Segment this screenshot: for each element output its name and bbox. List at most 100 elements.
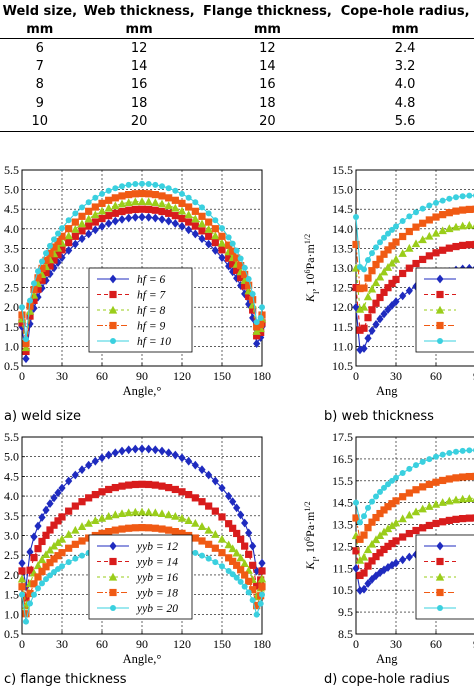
chart-a: hf = 6 hf = 7 hf = 8 hf = 9 hf = 10 0 30 60 90 12… <box>4 163 271 398</box>
data-point <box>211 225 219 233</box>
data-point <box>58 549 66 557</box>
data-point <box>18 567 26 575</box>
data-point <box>91 456 99 466</box>
plot-area-d <box>351 436 474 635</box>
data-point <box>105 187 112 194</box>
data-point <box>30 296 38 304</box>
data-point <box>171 203 180 212</box>
data-point <box>137 507 147 516</box>
data-point <box>218 253 226 263</box>
data-point <box>17 574 27 583</box>
data-point <box>79 552 85 559</box>
data-point <box>257 574 267 583</box>
data-point <box>368 326 376 336</box>
data-point <box>171 511 180 520</box>
data-point <box>58 513 66 521</box>
data-point <box>465 494 474 503</box>
data-point <box>191 207 199 215</box>
data-point <box>78 465 86 475</box>
data-point <box>158 482 166 490</box>
data-point <box>91 210 100 219</box>
data-point <box>384 284 392 292</box>
data-point <box>439 197 446 204</box>
data-point <box>465 472 473 481</box>
data-point <box>359 552 369 561</box>
data-point <box>111 483 119 492</box>
data-point <box>50 256 58 264</box>
data-point <box>356 284 364 293</box>
data-point <box>445 496 454 505</box>
data-point <box>22 610 30 618</box>
data-point <box>23 618 29 625</box>
series-3 <box>351 494 474 564</box>
y-tick-label: 10.5 <box>332 359 353 373</box>
data-point <box>19 591 25 598</box>
data-point <box>446 195 453 202</box>
data-point <box>388 242 396 250</box>
data-point <box>50 493 58 503</box>
data-point <box>199 552 205 559</box>
data-point <box>72 555 79 562</box>
data-point <box>361 513 367 520</box>
data-point <box>99 190 105 197</box>
data-point <box>138 524 146 532</box>
table-cell: 3.2 <box>394 59 416 75</box>
data-point <box>46 249 54 257</box>
data-point <box>360 569 368 577</box>
data-point <box>245 577 253 585</box>
data-point <box>453 194 459 201</box>
data-point <box>392 537 400 545</box>
data-point <box>245 281 253 289</box>
caption-d: d) cope-hole radius <box>324 672 450 687</box>
data-point <box>360 284 368 292</box>
data-point <box>379 527 389 536</box>
data-point <box>372 320 380 329</box>
data-point <box>144 507 153 516</box>
data-point <box>26 566 34 574</box>
data-point <box>241 264 248 271</box>
data-point <box>411 507 421 516</box>
data-point <box>109 541 117 551</box>
data-point <box>257 320 265 329</box>
header-unit: mm <box>198 20 337 39</box>
data-point <box>245 299 253 309</box>
y-axis-label: KI, 106Pa·m1/2 <box>303 501 321 570</box>
data-point <box>352 547 360 555</box>
chart-b: 030609Ang10.511.011.512.012.513.013.514.… <box>303 163 474 398</box>
y-tick-label: 1.0 <box>4 607 19 621</box>
series-2 <box>352 240 474 334</box>
data-point <box>385 481 391 488</box>
data-point <box>439 476 447 485</box>
data-point <box>211 231 220 240</box>
data-point <box>218 246 226 254</box>
data-point <box>85 199 92 206</box>
data-point <box>419 524 427 532</box>
data-point <box>109 274 117 284</box>
data-point <box>376 293 384 302</box>
data-point <box>124 508 133 517</box>
data-point <box>151 213 159 223</box>
y-tick-label: 11.0 <box>332 339 353 353</box>
legend-label: hf = 7 <box>137 290 166 302</box>
y-tick-label: 10.5 <box>332 583 353 597</box>
data-point <box>465 514 473 522</box>
data-point <box>111 216 119 226</box>
data-point <box>380 288 388 296</box>
data-point <box>109 588 117 597</box>
y-tick-label: 2.5 <box>4 281 19 295</box>
data-point <box>357 519 363 526</box>
data-point <box>38 283 46 293</box>
data-point <box>352 284 360 292</box>
data-point <box>237 255 244 262</box>
data-point <box>185 225 193 235</box>
data-point <box>34 285 42 293</box>
data-point <box>204 525 213 534</box>
x-tick-label: 0 <box>353 637 359 651</box>
data-point <box>65 559 72 566</box>
data-point <box>225 234 232 241</box>
data-point <box>259 591 265 598</box>
legend-label: yyb = 20 <box>136 603 178 615</box>
y-tick-label: 1.5 <box>4 320 19 334</box>
data-point <box>111 510 120 519</box>
data-point <box>418 235 427 244</box>
